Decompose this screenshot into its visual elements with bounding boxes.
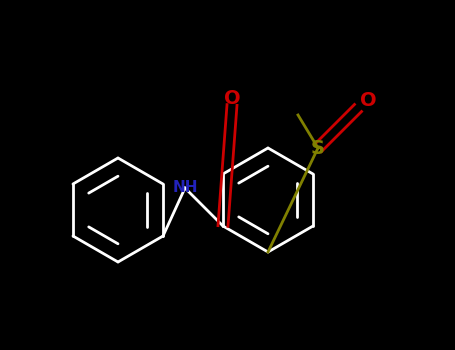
Text: S: S: [311, 139, 325, 158]
Text: O: O: [360, 91, 376, 110]
Text: NH: NH: [172, 181, 198, 196]
Text: O: O: [224, 90, 240, 108]
